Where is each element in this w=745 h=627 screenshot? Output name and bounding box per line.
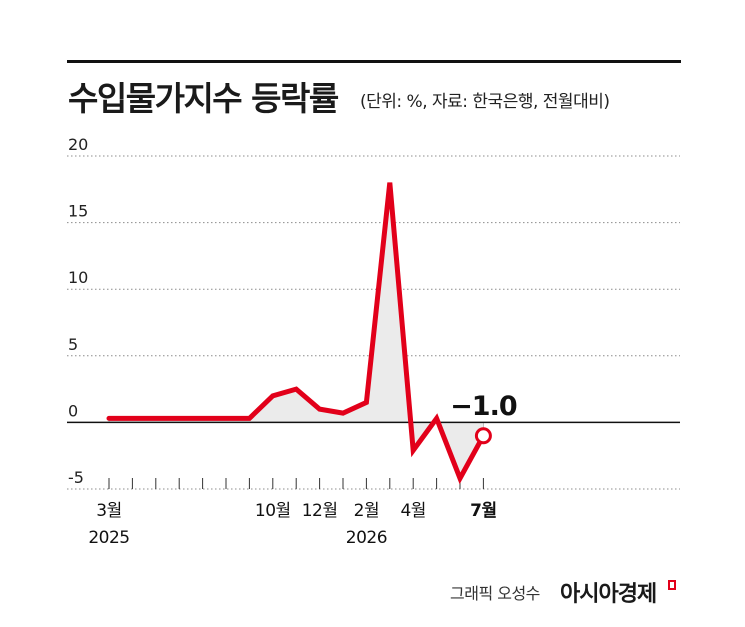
x-year-label: 2025 [88,528,129,548]
series-line [106,182,486,485]
x-tick-label: 3월 [96,501,121,521]
x-tick-label: 10월 [255,501,291,521]
label-layer: 20 15 10 5 0 -5 −1.0 3월 2025 10월 12월 2월 2026 4월 7월 [68,135,518,548]
y-tick-label: -5 [68,468,84,487]
chart-subtitle: (단위: %, 자료: 한국은행, 전월대비) [360,92,610,112]
x-tick-label: 12월 [302,501,338,521]
x-tick-marks [108,478,484,489]
y-tick-label: 5 [68,335,78,354]
x-tick-label: 2월 [354,501,379,521]
brand-mark-icon [668,580,676,590]
chart-title: 수입물가지수 등락률 [68,79,339,118]
title-rule [67,60,681,63]
y-tick-label: 10 [68,268,88,287]
y-tick-label: 0 [68,401,78,420]
x-year-label: 2026 [346,528,387,548]
x-tick-label: 4월 [400,501,425,521]
y-tick-label: 20 [68,135,88,154]
x-tick-label: 7월 [470,501,496,521]
y-tick-label: 15 [68,202,88,221]
value-annotation: −1.0 [450,391,517,422]
brand-logo: 아시아경제 [560,582,657,607]
graphic-credit: 그래픽 오성수 [450,584,540,603]
end-point-marker [474,427,492,445]
